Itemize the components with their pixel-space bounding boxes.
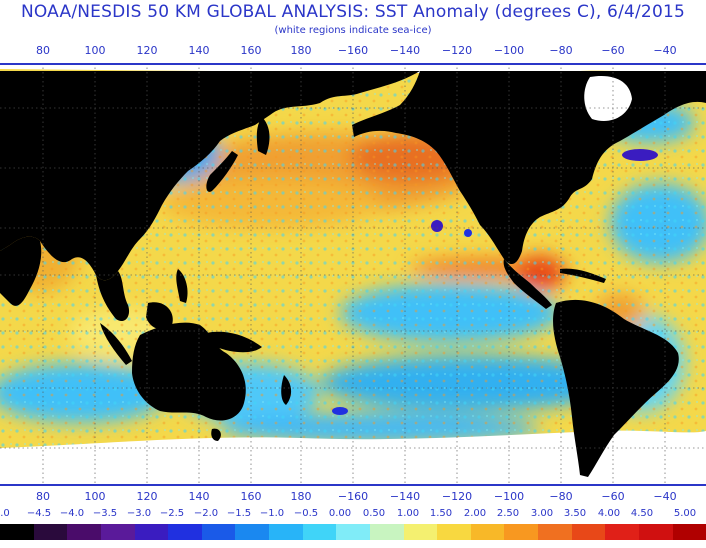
lon-label: 100 <box>84 44 106 57</box>
legend-tick-label: −2.0 <box>193 508 219 519</box>
lon-label: −100 <box>493 490 525 503</box>
legend-swatch <box>504 524 538 540</box>
legend-swatch <box>168 524 202 540</box>
lon-label: −80 <box>549 44 573 57</box>
legend-swatch <box>67 524 101 540</box>
legend-tick-label: −4.0 <box>59 508 85 519</box>
bottom-longitude-axis: 80 100 120 140 160 180 −160 −140 −120 −1… <box>0 490 706 504</box>
legend-swatch <box>638 524 673 540</box>
lon-label: −140 <box>389 44 421 57</box>
legend-swatch <box>201 524 236 540</box>
lon-label: −100 <box>493 44 525 57</box>
legend-swatch <box>269 524 303 540</box>
legend-swatch <box>437 524 471 540</box>
legend-tick-label: 1.00 <box>396 508 420 519</box>
legend-tick-label: .0 <box>0 508 10 519</box>
legend-swatch <box>134 524 169 540</box>
legend-tick-label: 0.00 <box>328 508 352 519</box>
legend-tick-label: −1.5 <box>226 508 252 519</box>
sst-anomaly-map <box>0 63 706 486</box>
lon-label: 180 <box>290 490 312 503</box>
lon-label: 120 <box>136 490 158 503</box>
lon-label: −60 <box>601 44 625 57</box>
lon-label: 120 <box>136 44 158 57</box>
legend-tick-label: 4.50 <box>630 508 654 519</box>
lon-label: −120 <box>441 490 473 503</box>
legend-tick-label: 2.00 <box>463 508 487 519</box>
legend-tick-label: 3.00 <box>530 508 554 519</box>
lon-label: −40 <box>653 44 677 57</box>
legend-swatch <box>100 524 135 540</box>
legend-tick-label: −1.0 <box>259 508 285 519</box>
top-longitude-axis: 80 100 120 140 160 180 −160 −140 −120 −1… <box>0 44 706 58</box>
new-guinea-island <box>206 331 262 353</box>
legend-swatch <box>336 524 370 540</box>
australia-landmass <box>132 322 246 421</box>
lon-label: 180 <box>290 44 312 57</box>
new-zealand-island <box>281 375 292 405</box>
legend-swatch <box>571 524 606 540</box>
lon-label: 80 <box>36 490 50 503</box>
greenland-landmass <box>584 75 632 121</box>
legend-tick-label: −4.5 <box>26 508 52 519</box>
legend-tick-label: −3.5 <box>92 508 118 519</box>
lon-label: −140 <box>389 490 421 503</box>
borneo-island <box>146 302 173 330</box>
legend-tick-label: −0.5 <box>293 508 319 519</box>
lon-label: 140 <box>188 44 210 57</box>
legend-swatch <box>403 524 438 540</box>
south-america-landmass <box>553 299 679 477</box>
legend-tick-label: 2.50 <box>496 508 520 519</box>
indochina-landmass <box>96 271 130 322</box>
graticule <box>0 63 706 486</box>
legend-swatch <box>369 524 404 540</box>
legend-swatch <box>470 524 505 540</box>
legend-tick-label: 0.50 <box>362 508 386 519</box>
central-america-landmass <box>503 259 552 309</box>
legend-swatch <box>538 524 572 540</box>
cold-spots <box>332 149 658 415</box>
legend-swatch <box>302 524 337 540</box>
india-landmass <box>0 236 42 306</box>
lon-label: −160 <box>337 44 369 57</box>
legend-tick-label: −2.5 <box>159 508 185 519</box>
tasmania-island <box>211 428 221 441</box>
color-legend-bar <box>0 524 706 540</box>
kamchatka-landmass <box>256 117 270 155</box>
legend-swatch <box>235 524 269 540</box>
lon-label: −40 <box>653 490 677 503</box>
map-subtitle: (white regions indicate sea-ice) <box>274 25 432 36</box>
legend-tick-label: 4.00 <box>597 508 621 519</box>
legend-swatch <box>672 524 706 540</box>
map-title: NOAA/NESDIS 50 KM GLOBAL ANALYSIS: SST A… <box>20 2 686 22</box>
lon-label: 160 <box>240 490 262 503</box>
north-america-landmass <box>352 71 706 265</box>
lon-label: 140 <box>188 490 210 503</box>
legend-labels: .0 −4.5 −4.0 −3.5 −3.0 −2.5 −2.0 −1.5 −1… <box>0 508 706 522</box>
lon-label: 160 <box>240 44 262 57</box>
legend-tick-label: 5.00 <box>673 508 697 519</box>
lon-label: −160 <box>337 490 369 503</box>
legend-swatch <box>33 524 68 540</box>
legend-swatch <box>0 524 34 540</box>
sumatra-island <box>100 323 132 365</box>
lon-label: 80 <box>36 44 50 57</box>
caribbean-islands <box>560 268 606 283</box>
legend-tick-label: 1.50 <box>429 508 453 519</box>
legend-swatch <box>605 524 639 540</box>
lon-label: −80 <box>549 490 573 503</box>
legend-tick-label: 3.50 <box>563 508 587 519</box>
lon-label: 100 <box>84 490 106 503</box>
lon-label: −60 <box>601 490 625 503</box>
philippines-island <box>176 269 188 303</box>
lon-label: −120 <box>441 44 473 57</box>
japan-landmass <box>206 151 238 192</box>
legend-tick-label: −3.0 <box>126 508 152 519</box>
